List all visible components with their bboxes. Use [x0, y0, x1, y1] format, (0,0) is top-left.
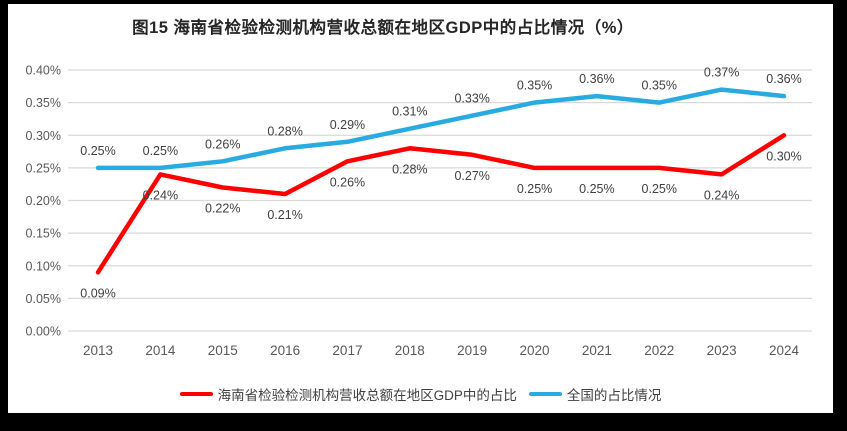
data-label: 0.25% [517, 182, 552, 196]
chart-legend: 海南省检验检测机构营收总额在地区GDP中的占比 全国的占比情况 [8, 384, 833, 404]
y-axis-tick-label: 0.20% [26, 194, 61, 208]
x-axis-tick-label: 2015 [208, 343, 238, 358]
y-axis-tick-label: 0.10% [26, 259, 61, 273]
legend-item-hainan: 海南省检验检测机构营收总额在地区GDP中的占比 [179, 384, 517, 404]
y-axis-tick-label: 0.40% [26, 64, 61, 78]
data-label: 0.36% [766, 72, 801, 86]
y-axis-tick-label: 0.00% [26, 325, 61, 339]
data-label: 0.22% [205, 202, 240, 216]
data-label: 0.26% [205, 137, 240, 151]
series-line-hainan [95, 133, 787, 275]
y-axis-tick-label: 0.35% [26, 96, 61, 110]
legend-label-national: 全国的占比情况 [566, 388, 662, 403]
data-label: 0.31% [392, 105, 427, 119]
legend-item-national: 全国的占比情况 [528, 384, 662, 404]
data-label: 0.09% [80, 286, 115, 300]
data-label: 0.25% [579, 182, 614, 196]
data-label: 0.35% [517, 79, 552, 93]
data-label: 0.25% [642, 182, 677, 196]
y-axis-tick-label: 0.05% [26, 292, 61, 306]
x-axis-tick-label: 2024 [769, 343, 800, 358]
line-chart: 0.00% 0.05% 0.10% 0.15% 0.20% 0.25% 0.30% 0.35%… [26, 64, 812, 358]
data-label: 0.26% [330, 175, 365, 189]
x-axis-tick-label: 2017 [332, 343, 362, 358]
x-axis-tick-label: 2021 [582, 343, 612, 358]
x-axis-tick-label: 2019 [457, 343, 487, 358]
data-label: 0.25% [80, 144, 115, 158]
chart-area: 图15 海南省检验检测机构营收总额在地区GDP中的占比情况（%） 0.00% 0.… [8, 4, 833, 413]
x-axis-tick-label: 2022 [644, 343, 674, 358]
chart-title: 图15 海南省检验检测机构营收总额在地区GDP中的占比情况（%） [132, 19, 634, 37]
x-axis-tick-label: 2023 [707, 343, 737, 358]
data-label: 0.25% [143, 144, 178, 158]
data-label: 0.37% [704, 66, 739, 80]
x-axis-tick-label: 2018 [395, 343, 425, 358]
data-label: 0.27% [454, 169, 489, 183]
red-line-swatch-icon [179, 391, 213, 397]
x-axis-tick-label: 2014 [145, 343, 176, 358]
y-axis-tick-label: 0.30% [26, 129, 61, 143]
data-label: 0.24% [704, 188, 739, 202]
data-label: 0.33% [454, 92, 489, 106]
x-axis-tick-label: 2013 [83, 343, 113, 358]
data-label: 0.30% [766, 149, 801, 163]
x-axis-tick-label: 2020 [520, 343, 550, 358]
data-label: 0.35% [642, 79, 677, 93]
blue-line-swatch-icon [528, 391, 562, 397]
data-label: 0.28% [267, 124, 302, 138]
y-axis-tick-label: 0.25% [26, 161, 61, 175]
data-label: 0.36% [579, 72, 614, 86]
series-line-national [95, 87, 787, 171]
x-axis-tick-label: 2016 [270, 343, 300, 358]
data-label: 0.28% [392, 162, 427, 176]
data-label: 0.29% [330, 118, 365, 132]
data-label: 0.24% [143, 188, 178, 202]
data-label: 0.21% [267, 208, 302, 222]
y-axis-tick-label: 0.15% [26, 227, 61, 241]
legend-label-hainan: 海南省检验检测机构营收总额在地区GDP中的占比 [217, 388, 517, 403]
